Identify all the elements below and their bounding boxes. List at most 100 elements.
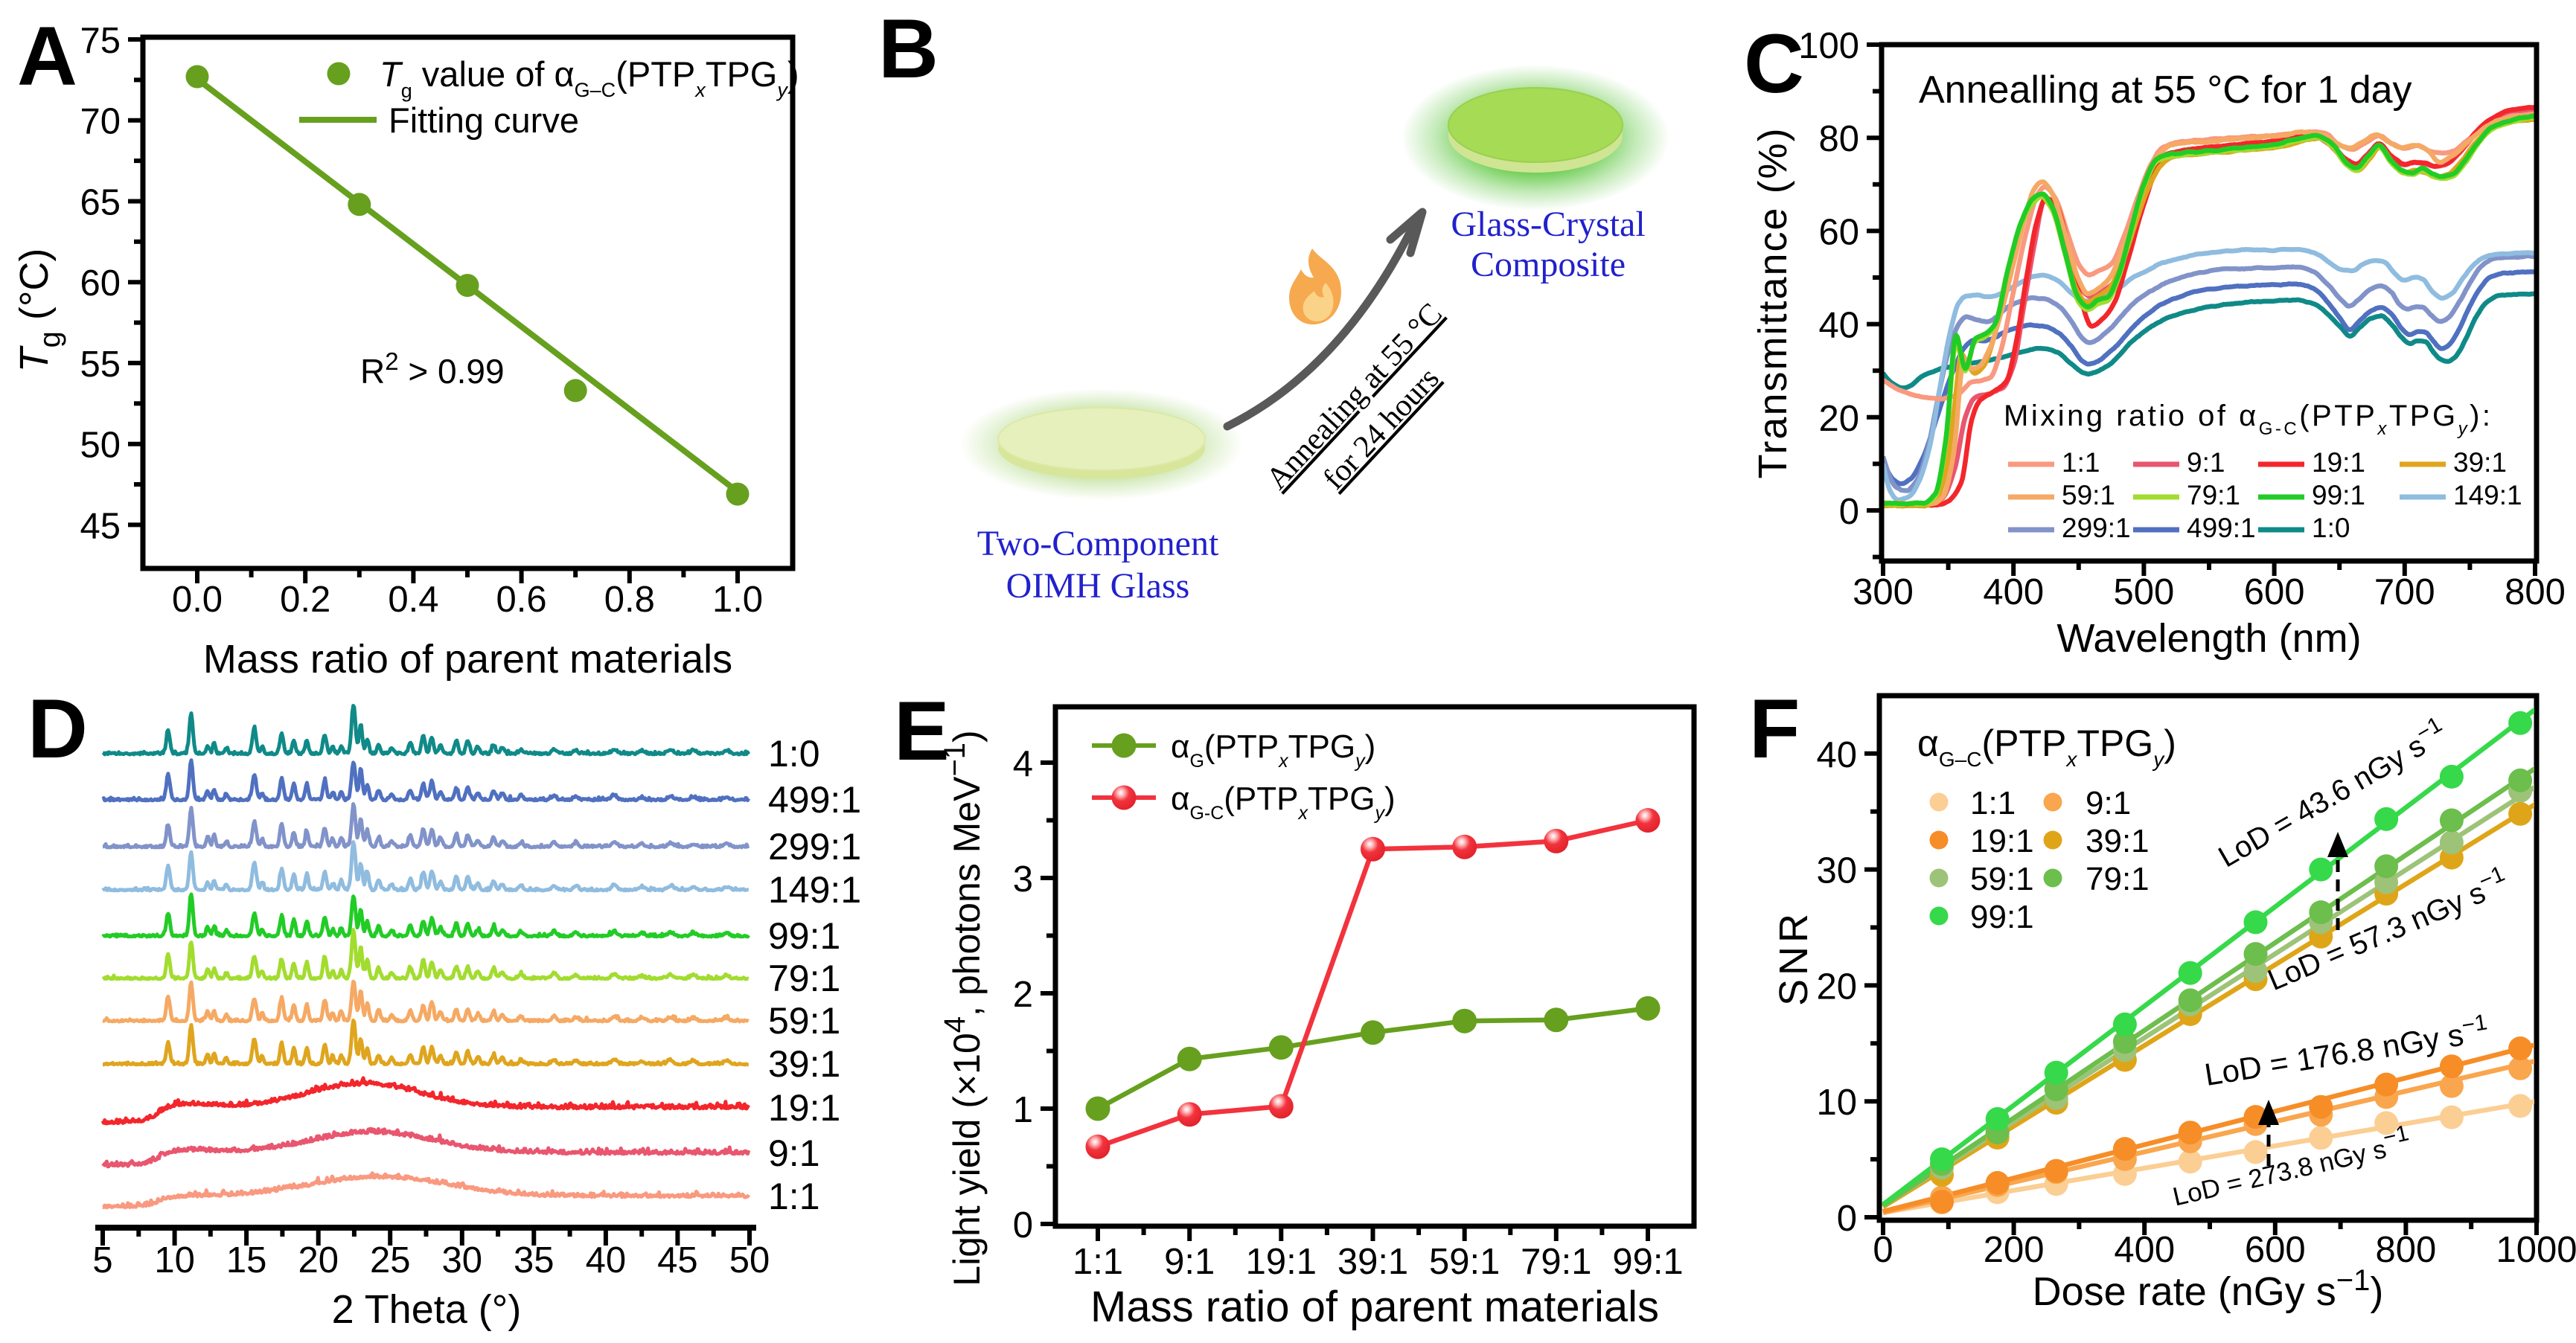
svg-text:149:1: 149:1 (2453, 480, 2522, 510)
svg-text:80: 80 (1818, 119, 1859, 159)
svg-text:3: 3 (1013, 859, 1033, 900)
svg-text:800: 800 (2505, 572, 2566, 612)
svg-text:R2​ > 0.99: R2​ > 0.99 (360, 347, 505, 391)
svg-text:499:1: 499:1 (2187, 513, 2256, 543)
svg-text:500: 500 (2114, 572, 2175, 612)
svg-text:Dose rate (nGy s−1​): Dose rate (nGy s−1​) (2033, 1264, 2384, 1314)
svg-text:299:1: 299:1 (768, 826, 861, 868)
svg-text:70: 70 (80, 102, 121, 142)
svg-text:65: 65 (80, 183, 121, 223)
svg-text:99:1: 99:1 (768, 915, 840, 957)
svg-text:4: 4 (1013, 744, 1033, 784)
svg-text:1:1: 1:1 (1970, 785, 2016, 821)
svg-text:79:1: 79:1 (2086, 861, 2150, 897)
svg-text:1:0: 1:0 (2312, 513, 2350, 543)
svg-text:Light yield (×104​, photons Me: Light yield (×104​, photons MeV−1​) (939, 730, 988, 1286)
svg-text:99:1: 99:1 (1612, 1242, 1683, 1282)
svg-text:F: F (1749, 682, 1800, 775)
svg-text:E: E (894, 685, 950, 778)
svg-text:59:1: 59:1 (2062, 480, 2115, 510)
svg-text:30: 30 (442, 1240, 483, 1281)
svg-text:19:1: 19:1 (2312, 447, 2365, 478)
svg-text:39:1: 39:1 (2086, 823, 2150, 859)
svg-text:SNR: SNR (1771, 910, 1816, 1006)
svg-text:60: 60 (1818, 212, 1859, 252)
svg-text:15: 15 (226, 1240, 267, 1281)
svg-text:0: 0 (1839, 492, 1859, 532)
svg-text:1: 1 (1013, 1090, 1033, 1130)
svg-text:99:1: 99:1 (1970, 899, 2034, 935)
svg-text:59:1: 59:1 (1429, 1242, 1500, 1282)
svg-text:50: 50 (729, 1240, 770, 1281)
svg-text:75: 75 (80, 21, 121, 61)
svg-text:40: 40 (1818, 306, 1859, 346)
svg-text:600: 600 (2244, 572, 2305, 612)
svg-text:2 Theta (°): 2 Theta (°) (332, 1287, 522, 1332)
svg-text:Mass ratio of parent materials: Mass ratio of parent materials (1090, 1283, 1659, 1331)
svg-text:0.4: 0.4 (388, 580, 438, 620)
svg-text:40: 40 (586, 1240, 627, 1281)
svg-text:10: 10 (154, 1240, 195, 1281)
svg-text:1.0: 1.0 (712, 580, 763, 620)
svg-text:0: 0 (1873, 1230, 1893, 1270)
svg-text:300: 300 (1853, 572, 1914, 612)
svg-text:9:1: 9:1 (2086, 785, 2131, 821)
svg-text:59:1: 59:1 (1970, 861, 2034, 897)
svg-text:1:1: 1:1 (1073, 1242, 1123, 1282)
svg-text:5: 5 (92, 1240, 112, 1281)
svg-text:9:1: 9:1 (2187, 447, 2225, 478)
svg-text:D: D (28, 682, 88, 775)
svg-text:40: 40 (1816, 735, 1857, 775)
svg-text:B: B (878, 2, 939, 95)
svg-text:OIMH Glass: OIMH Glass (1006, 566, 1190, 606)
svg-text:Mass ratio of parent materials: Mass ratio of parent materials (203, 637, 732, 682)
svg-text:20: 20 (298, 1240, 339, 1281)
svg-text:400: 400 (2114, 1230, 2175, 1270)
svg-text:0.6: 0.6 (496, 580, 547, 620)
svg-text:99:1: 99:1 (2312, 480, 2365, 510)
svg-text:19:1: 19:1 (1246, 1242, 1317, 1282)
svg-text:Glass-Crystal: Glass-Crystal (1451, 205, 1645, 244)
svg-text:60: 60 (80, 263, 121, 304)
svg-text:39:1: 39:1 (768, 1043, 840, 1085)
svg-text:1:1: 1:1 (2062, 447, 2100, 478)
svg-text:Fitting curve: Fitting curve (389, 100, 579, 140)
svg-text:700: 700 (2374, 572, 2435, 612)
svg-text:79:1: 79:1 (2187, 480, 2240, 510)
svg-text:αG​(PTPx​TPGy​): αG​(PTPx​TPGy​) (1171, 728, 1375, 772)
svg-text:1:0: 1:0 (768, 733, 820, 775)
svg-text:1000: 1000 (2496, 1230, 2576, 1270)
svg-text:1:1: 1:1 (768, 1176, 820, 1217)
svg-text:400: 400 (1983, 572, 2044, 612)
svg-text:499:1: 499:1 (768, 779, 861, 821)
svg-text:200: 200 (1984, 1230, 2045, 1270)
svg-text:59:1: 59:1 (768, 1000, 840, 1042)
svg-text:10: 10 (1816, 1083, 1857, 1123)
svg-text:149:1: 149:1 (768, 869, 861, 911)
svg-text:20: 20 (1816, 967, 1857, 1007)
svg-text:600: 600 (2245, 1230, 2306, 1270)
svg-text:Transmittance (%): Transmittance (%) (1751, 126, 1795, 478)
svg-text:Two-Component: Two-Component (977, 524, 1219, 563)
svg-text:55: 55 (80, 344, 121, 385)
svg-text:79:1: 79:1 (1521, 1242, 1591, 1282)
svg-text:299:1: 299:1 (2062, 513, 2131, 543)
svg-text:25: 25 (370, 1240, 411, 1281)
svg-text:0: 0 (1013, 1205, 1033, 1246)
svg-text:45: 45 (657, 1240, 698, 1281)
svg-text:0.8: 0.8 (604, 580, 655, 620)
svg-text:39:1: 39:1 (2453, 447, 2507, 478)
svg-text:39:1: 39:1 (1337, 1242, 1408, 1282)
svg-text:19:1: 19:1 (1970, 823, 2034, 859)
svg-text:Wavelength (nm): Wavelength (nm) (2056, 616, 2361, 661)
svg-text:2: 2 (1013, 975, 1033, 1015)
svg-text:A: A (17, 10, 77, 103)
svg-text:0.0: 0.0 (172, 580, 223, 620)
svg-text:0.2: 0.2 (280, 580, 330, 620)
svg-text:800: 800 (2376, 1230, 2437, 1270)
svg-text:30: 30 (1816, 851, 1857, 891)
svg-text:9:1: 9:1 (1164, 1242, 1215, 1282)
svg-text:79:1: 79:1 (768, 958, 840, 999)
svg-text:100: 100 (1798, 26, 1859, 66)
svg-text:20: 20 (1818, 399, 1859, 439)
